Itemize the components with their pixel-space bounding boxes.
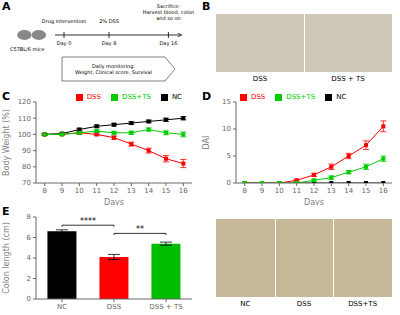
svg-text:15: 15 xyxy=(162,187,171,195)
html-text:DSS + TS: DSS + TS xyxy=(331,75,365,83)
html-text:C: C xyxy=(2,90,11,103)
svg-text:Body Weight (%): Body Weight (%) xyxy=(8,109,11,176)
html-text:DSS: DSS xyxy=(252,75,268,83)
svg-text:NC: NC xyxy=(57,303,67,311)
html-text:NC: NC xyxy=(336,93,347,101)
svg-text:DSS + TS: DSS + TS xyxy=(149,303,183,311)
svg-text:8: 8 xyxy=(27,213,31,221)
svg-text:C57BL/6 mice: C57BL/6 mice xyxy=(10,46,45,52)
svg-text:9: 9 xyxy=(260,187,264,195)
svg-text:13: 13 xyxy=(127,187,136,195)
svg-text:Colon length (cm): Colon length (cm) xyxy=(8,222,11,294)
svg-text:10: 10 xyxy=(222,125,231,133)
svg-text:11: 11 xyxy=(292,187,301,195)
svg-text:100: 100 xyxy=(18,131,31,139)
svg-text:Daily monitoring:Weight, Clini: Daily monitoring:Weight, Clinical score,… xyxy=(75,63,152,76)
svg-text:DSS: DSS xyxy=(107,303,122,311)
svg-text:Days: Days xyxy=(304,198,324,205)
html-text:DSS: DSS xyxy=(251,93,266,101)
html-text:DSS: DSS xyxy=(86,93,101,101)
svg-text:**: ** xyxy=(136,225,144,234)
html-text:DSS: DSS xyxy=(296,300,312,308)
svg-text:0: 0 xyxy=(27,295,31,303)
svg-text:12: 12 xyxy=(310,187,319,195)
svg-text:6: 6 xyxy=(27,234,32,242)
svg-text:8: 8 xyxy=(42,187,46,195)
svg-text:10: 10 xyxy=(275,187,284,195)
svg-text:15: 15 xyxy=(362,187,371,195)
svg-text:14: 14 xyxy=(344,187,353,195)
svg-text:90: 90 xyxy=(22,147,31,155)
html-text:D: D xyxy=(202,90,212,103)
html-text:DSS+TS: DSS+TS xyxy=(348,300,378,308)
svg-text:12: 12 xyxy=(110,187,119,195)
svg-text:70: 70 xyxy=(22,179,31,187)
svg-text:13: 13 xyxy=(327,187,336,195)
svg-text:Day 16: Day 16 xyxy=(159,40,177,47)
svg-text:110: 110 xyxy=(18,115,31,123)
svg-text:****: **** xyxy=(80,217,96,226)
html-text:A: A xyxy=(2,0,11,13)
svg-text:16: 16 xyxy=(179,187,188,195)
html-text:DSS+TS: DSS+TS xyxy=(286,93,316,101)
svg-text:Days: Days xyxy=(104,198,124,205)
svg-text:Drug intervention: Drug intervention xyxy=(42,18,86,25)
svg-text:4: 4 xyxy=(27,254,32,262)
svg-text:5: 5 xyxy=(227,152,231,160)
svg-text:2% DSS: 2% DSS xyxy=(99,18,119,24)
svg-text:80: 80 xyxy=(22,163,31,171)
svg-text:DAI: DAI xyxy=(202,136,211,150)
svg-text:8: 8 xyxy=(242,187,246,195)
svg-text:120: 120 xyxy=(18,98,31,106)
svg-text:2: 2 xyxy=(27,275,31,283)
svg-text:Day 8: Day 8 xyxy=(102,40,117,47)
html-text:DSS+TS: DSS+TS xyxy=(122,93,151,101)
svg-text:Sacrifice:Harvest blood, colon: Sacrifice:Harvest blood, colonand so on xyxy=(143,3,195,21)
svg-text:15: 15 xyxy=(222,98,231,106)
html-text:E: E xyxy=(2,205,10,218)
svg-text:11: 11 xyxy=(92,187,101,195)
svg-text:0: 0 xyxy=(227,179,231,187)
svg-text:10: 10 xyxy=(75,187,84,195)
html-text:NC: NC xyxy=(171,93,182,101)
svg-text:9: 9 xyxy=(60,187,64,195)
html-text:B: B xyxy=(202,0,211,13)
html-text:NC: NC xyxy=(240,300,251,308)
svg-text:16: 16 xyxy=(379,187,388,195)
svg-text:Day 0: Day 0 xyxy=(57,40,72,47)
svg-text:14: 14 xyxy=(144,187,153,195)
